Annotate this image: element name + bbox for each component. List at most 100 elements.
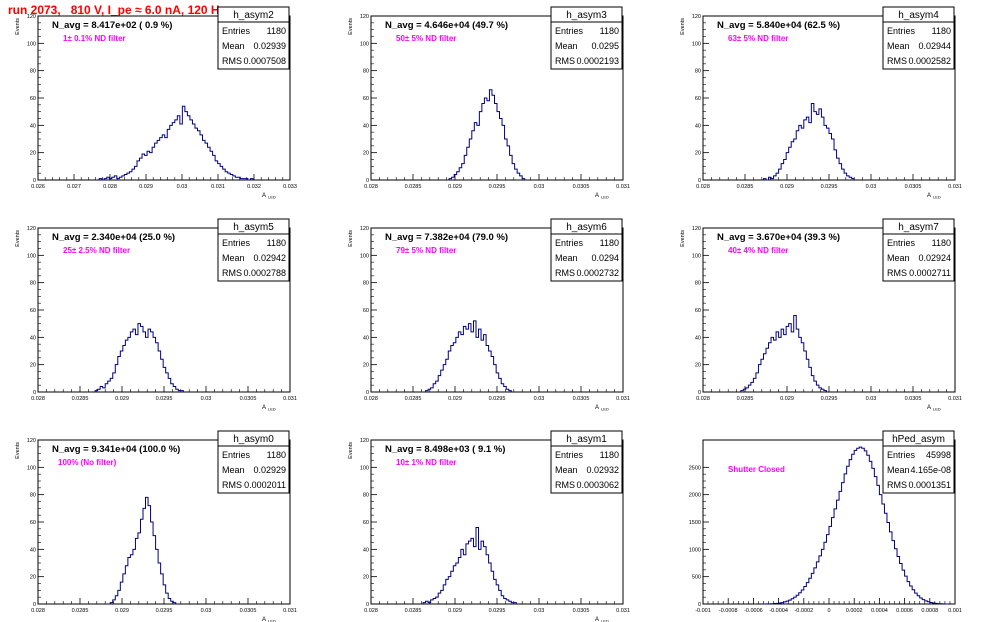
histogram-line-h_asym3	[448, 89, 526, 180]
y-tick-label: 20	[30, 151, 36, 157]
x-tick-label: 0.029	[115, 608, 129, 614]
y-tick-label: 120	[692, 14, 701, 20]
x-tick-label: 0	[827, 608, 830, 614]
navg-label: N_avg = 7.382e+04 (79.0 %)	[385, 232, 508, 243]
y-tick-label: 60	[30, 308, 36, 314]
stats-value: 1180	[267, 26, 286, 36]
stats-key: Entries	[222, 26, 251, 36]
x-tick-label: 0.0285	[405, 184, 422, 190]
stats-title: h_asym3	[566, 10, 607, 21]
stats-key: Entries	[887, 450, 916, 460]
y-tick-label: 0	[33, 602, 36, 608]
x-tick-label: 0.0285	[405, 396, 422, 402]
y-tick-label: 100	[360, 253, 369, 259]
histogram-line-h_asym5	[94, 323, 184, 392]
y-tick-label: 80	[30, 281, 36, 287]
stats-value: 45998	[926, 450, 951, 460]
y-tick-label: 40	[363, 123, 369, 129]
x-axis-label: A LED	[927, 405, 941, 412]
x-tick-label: 0.0305	[573, 396, 590, 402]
y-tick-label: 40	[695, 123, 701, 129]
x-tick-label: 0.031	[616, 184, 630, 190]
y-tick-label: 120	[360, 438, 369, 444]
histogram-line-hPed_asym	[762, 446, 948, 605]
y-axis-label: Events	[680, 230, 686, 247]
stats-key: Mean	[887, 41, 910, 51]
stats-value: 0.0002011	[244, 480, 286, 490]
histogram-panel-hPed_asym: 0 500 1000 1500 2000 2500 -0.001 -0.0008 -0.0006…	[689, 430, 962, 614]
y-axis-label: Events	[348, 18, 354, 35]
x-tick-label: 0.028	[31, 608, 45, 614]
x-tick-label: 0.027	[67, 184, 81, 190]
stats-key: Entries	[555, 26, 584, 36]
y-tick-label: 20	[695, 151, 701, 157]
x-tick-label: 0.0305	[573, 184, 590, 190]
x-tick-label: 0.03	[534, 184, 545, 190]
x-tick-label: 0.028	[364, 396, 378, 402]
stats-value: 0.0294	[591, 253, 619, 263]
y-tick-label: 20	[363, 575, 369, 581]
y-tick-label: 120	[360, 14, 369, 20]
stats-title: hPed_asym	[892, 434, 945, 445]
stats-value: 0.02929	[253, 465, 286, 475]
y-tick-label: 0	[366, 178, 369, 184]
x-tick-label: 0.0006	[896, 608, 913, 614]
x-tick-label: 0.028	[31, 396, 45, 402]
stats-value: 0.0002711	[909, 268, 951, 278]
stats-box	[882, 6, 955, 70]
x-axis-label: A LED	[262, 193, 276, 200]
stats-key: RMS	[887, 480, 907, 490]
y-tick-label: 40	[30, 123, 36, 129]
filter-label: Shutter Closed	[728, 465, 785, 474]
x-tick-label: -0.0004	[769, 608, 788, 614]
x-tick-label: 0.03	[177, 184, 188, 190]
x-tick-label: 0.0295	[821, 184, 838, 190]
histogram-line-h_asym7	[740, 314, 827, 392]
x-tick-label: 0.0305	[905, 396, 922, 402]
x-tick-label: 0.0305	[905, 184, 922, 190]
stats-box	[550, 430, 623, 494]
y-tick-label: 500	[692, 575, 701, 581]
x-tick-label: 0.028	[696, 396, 710, 402]
y-tick-label: 0	[698, 390, 701, 396]
histogram-panel-h_asym1: 0 20 40 60 80 100 120 0.028 0.0285 0.029 0.0295 0.0…	[348, 430, 630, 622]
x-tick-label: 0.001	[948, 608, 962, 614]
stats-value: 1180	[932, 26, 951, 36]
y-tick-label: 80	[363, 69, 369, 75]
x-tick-label: 0.031	[616, 396, 630, 402]
histogram-line-h_asym4	[762, 102, 855, 181]
navg-label: N_avg = 8.498e+03 ( 9.1 %)	[385, 444, 505, 455]
y-tick-label: 0	[33, 178, 36, 184]
y-tick-label: 80	[363, 281, 369, 287]
histogram-panel-h_asym6: 0 20 40 60 80 100 120 0.028 0.0285 0.029 0.0295 0.0…	[348, 218, 630, 412]
stats-value: 1180	[600, 450, 619, 460]
stats-key: RMS	[887, 56, 907, 66]
y-tick-label: 100	[692, 253, 701, 259]
stats-value: 0.0295	[591, 41, 619, 51]
stats-key: RMS	[555, 480, 575, 490]
filter-label: 100% (No filter)	[58, 458, 117, 467]
y-tick-label: 60	[363, 520, 369, 526]
y-tick-label: 120	[27, 14, 36, 20]
stats-value: 1180	[267, 450, 286, 460]
x-tick-label: -0.0006	[744, 608, 763, 614]
stats-key: Mean	[222, 465, 245, 475]
y-axis-label: Events	[348, 230, 354, 247]
x-tick-label: 0.029	[780, 184, 794, 190]
stats-key: RMS	[222, 56, 242, 66]
stats-value: 0.0002732	[576, 268, 619, 278]
y-tick-label: 60	[695, 308, 701, 314]
stats-value: 0.02944	[918, 41, 951, 51]
x-tick-label: 0.029	[448, 184, 462, 190]
stats-value: 1180	[600, 238, 619, 248]
y-tick-label: 0	[33, 390, 36, 396]
y-tick-label: 1000	[689, 547, 701, 553]
stats-key: Mean	[555, 253, 578, 263]
y-tick-label: 1500	[689, 520, 701, 526]
stats-box	[550, 6, 623, 70]
x-tick-label: 0.0002	[846, 608, 863, 614]
x-tick-label: 0.0295	[489, 184, 506, 190]
x-tick-label: 0.0008	[921, 608, 938, 614]
y-tick-label: 60	[30, 96, 36, 102]
